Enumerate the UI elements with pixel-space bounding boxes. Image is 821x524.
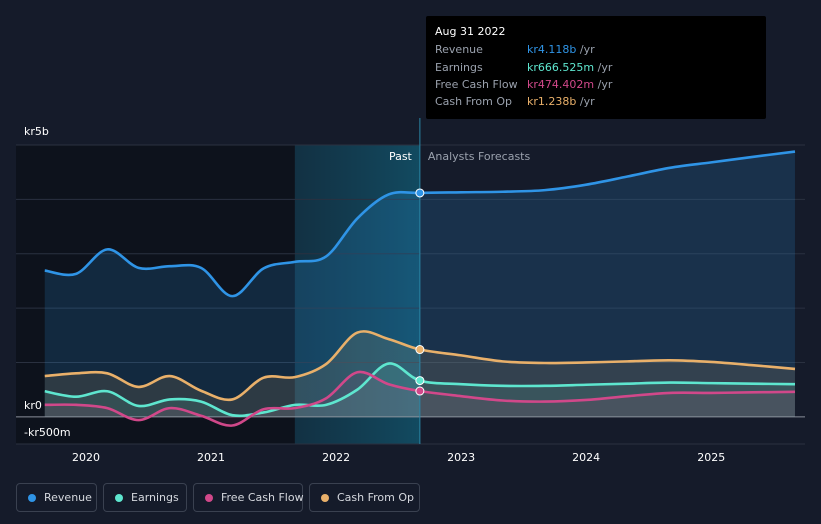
- legend-item-fcf[interactable]: Free Cash Flow: [193, 483, 304, 512]
- tooltip-unit: /yr: [579, 95, 595, 108]
- tooltip-unit: /yr: [597, 61, 613, 74]
- x-tick-label: 2020: [72, 451, 100, 464]
- x-tick-label: 2023: [447, 451, 475, 464]
- y-tick-label: kr5b: [24, 125, 49, 138]
- tooltip-value-earnings: kr666.525m: [527, 61, 595, 74]
- y-tick-label: -kr500m: [24, 426, 71, 439]
- legend-item-earnings[interactable]: Earnings: [103, 483, 187, 512]
- tooltip-label: Cash From Op: [435, 95, 513, 108]
- earnings-dot-icon: [115, 494, 123, 502]
- past-highlight: [294, 145, 420, 444]
- legend-item-revenue[interactable]: Revenue: [16, 483, 97, 512]
- tooltip-row-revenue: Revenue kr4.118b /yr: [435, 43, 755, 58]
- tooltip-value-fcf: kr474.402m: [527, 78, 595, 91]
- legend-label: Earnings: [131, 491, 179, 504]
- x-tick-label: 2022: [322, 451, 350, 464]
- tooltip-unit: /yr: [597, 78, 613, 91]
- fcf-marker[interactable]: [415, 386, 425, 396]
- data-tooltip: Aug 31 2022 Revenue kr4.118b /yr Earning…: [426, 16, 766, 119]
- tooltip-value-revenue: kr4.118b: [527, 43, 577, 56]
- legend-item-cfo[interactable]: Cash From Op: [309, 483, 420, 512]
- cfo-marker[interactable]: [415, 345, 425, 355]
- x-tick-label: 2021: [197, 451, 225, 464]
- tooltip-row-cfo: Cash From Op kr1.238b /yr: [435, 95, 755, 110]
- tooltip-label: Earnings: [435, 61, 483, 74]
- tooltip-row-earnings: Earnings kr666.525m /yr: [435, 61, 755, 76]
- series-lines: [44, 150, 796, 427]
- earnings-marker[interactable]: [415, 376, 425, 386]
- tooltip-label: Free Cash Flow: [435, 78, 518, 91]
- tooltip-value-cfo: kr1.238b: [527, 95, 577, 108]
- tooltip-row-fcf: Free Cash Flow kr474.402m /yr: [435, 78, 755, 93]
- tooltip-unit: /yr: [579, 43, 595, 56]
- x-tick-label: 2025: [697, 451, 725, 464]
- x-tick-label: 2024: [572, 451, 600, 464]
- fcf-dot-icon: [205, 494, 213, 502]
- y-tick-label: kr0: [24, 399, 42, 412]
- legend-label: Revenue: [44, 491, 92, 504]
- earnings-line: [44, 362, 796, 418]
- past-label: Past: [389, 150, 413, 163]
- revenue-marker[interactable]: [415, 188, 425, 198]
- forecast-label: Analysts Forecasts: [428, 150, 531, 163]
- revenue-dot-icon: [28, 494, 36, 502]
- y-axis: kr5b kr0 -kr500m: [24, 125, 71, 439]
- series-markers: [415, 188, 425, 396]
- cfo-dot-icon: [321, 494, 329, 502]
- cfo-line: [44, 330, 796, 402]
- fcf-line: [44, 370, 796, 427]
- legend-label: Free Cash Flow: [221, 491, 304, 504]
- tooltip-label: Revenue: [435, 43, 483, 56]
- tooltip-date: Aug 31 2022: [435, 25, 506, 38]
- revenue-line: [44, 150, 796, 298]
- x-axis: 2020 2021 2022 2023 2024 2025: [72, 451, 725, 464]
- legend-label: Cash From Op: [337, 491, 415, 504]
